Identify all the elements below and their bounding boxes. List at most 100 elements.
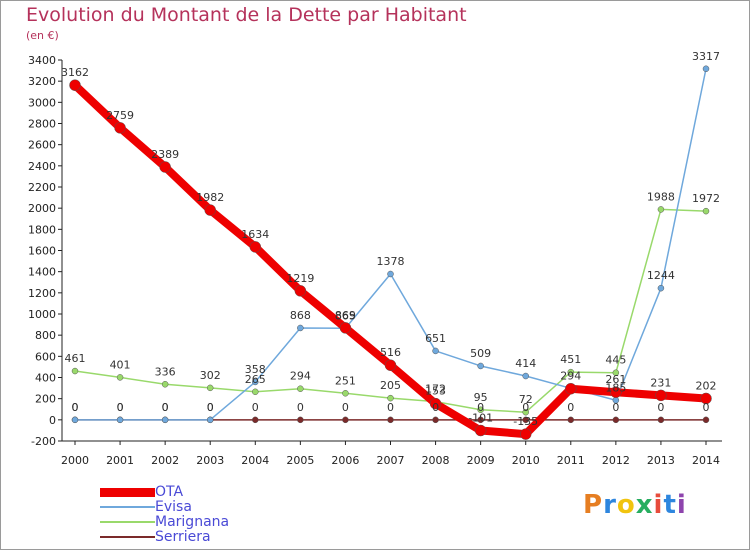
data-point-evisa [477,362,484,370]
y-tick-label: 1200 [28,287,56,300]
y-tick-label: 3400 [28,54,56,67]
data-point-serriera [702,416,710,424]
x-tick-label: 2002 [151,454,179,467]
data-label-marignana: 401 [110,358,131,371]
data-label-ota: -101 [468,412,493,425]
chart-title: Evolution du Montant de la Dette par Hab… [26,4,467,26]
y-tick-label: 600 [35,350,56,363]
data-label-marignana: 1972 [692,192,720,205]
data-label-evisa: 868 [290,309,311,322]
legend-swatch [100,487,155,497]
data-point-evisa [252,378,259,386]
data-label-serriera: 0 [207,401,214,414]
logo-letter: o [616,490,636,520]
x-tick-label: 2012 [602,454,630,467]
data-point-evisa [657,284,665,292]
y-tick-label: 2200 [28,181,56,194]
data-point-ota [429,397,442,410]
x-tick-label: 2009 [467,454,495,467]
x-tick-label: 2004 [241,454,269,467]
data-point-ota [610,386,622,398]
data-point-marignana [71,367,79,375]
data-label-evisa: 0 [207,401,214,414]
legend-swatch [100,536,155,538]
data-label-ota: 153 [425,385,446,398]
data-point-ota [294,285,307,297]
legend-item-serriera: Serriera [100,530,300,545]
y-tick-label: 2000 [28,202,56,215]
y-tick-label: 1600 [28,245,56,258]
data-label-marignana: 265 [245,373,266,386]
data-label-ota: 231 [650,376,671,389]
legend-label: Evisa [155,499,192,515]
unit-label: (en €) [26,29,59,42]
logo-letter: x [635,490,654,520]
data-label-evisa: 0 [72,401,79,414]
data-point-ota [339,322,352,334]
data-point-serriera [477,416,484,424]
data-label-evisa: 185 [605,381,626,394]
data-label-marignana: 294 [290,370,311,383]
data-label-ota: -135 [513,415,538,428]
logo-letter: t [663,490,677,520]
data-point-ota [655,389,667,402]
data-point-evisa [702,65,710,73]
x-tick-label: 2013 [647,454,675,467]
data-label-serriera: 0 [612,401,619,414]
data-label-serriera: 0 [432,401,439,414]
logo-letter: i [653,490,664,520]
data-point-ota [204,204,216,216]
x-tick-label: 2005 [286,454,314,467]
data-point-serriera [612,416,620,424]
data-label-serriera: 0 [72,401,79,414]
data-point-marignana [297,385,304,392]
y-tick-label: 800 [35,329,56,342]
data-label-marignana: 251 [335,374,356,387]
legend-label: Marignana [155,514,230,530]
data-point-marignana [522,408,529,416]
data-label-ota: 1219 [286,272,314,285]
data-point-ota [69,79,81,91]
data-point-evisa [522,372,529,380]
logo-letter: i [676,490,687,520]
data-label-serriera: 0 [657,401,664,414]
data-point-serriera [297,416,304,424]
data-label-ota: 516 [380,346,401,359]
data-label-serriera: 0 [117,401,124,414]
data-label-ota: 869 [335,309,356,322]
data-point-evisa [116,416,124,424]
data-label-marignana: 1988 [647,190,675,203]
x-tick-label: 2000 [61,454,89,467]
data-point-serriera [342,416,349,424]
data-label-serriera: 0 [387,401,394,414]
legend-swatch [100,521,155,523]
x-tick-label: 2010 [512,454,540,467]
data-label-serriera: 0 [703,401,710,414]
data-point-marignana [161,381,169,388]
data-point-marignana [116,374,124,381]
data-point-marignana [612,369,620,376]
data-label-ota: 294 [560,370,581,383]
data-point-marignana [702,207,710,215]
data-label-ota: 2759 [106,109,134,122]
data-label-marignana: 95 [474,391,488,404]
x-tick-label: 2008 [422,454,450,467]
logo-letter: r [603,490,617,520]
data-point-evisa [432,347,439,355]
y-tick-label: 3200 [28,75,56,88]
data-label-marignana: 72 [519,393,533,406]
data-point-ota [114,122,126,134]
x-tick-label: 2014 [692,454,720,467]
data-point-serriera [567,416,575,424]
data-point-marignana [387,394,394,402]
data-point-serriera [522,416,529,424]
legend-label: OTA [155,484,184,500]
data-label-marignana: 302 [200,369,221,382]
legend-swatch [100,506,155,508]
data-label-marignana: 451 [560,353,581,366]
x-tick-label: 2007 [377,454,405,467]
data-label-serriera: 0 [162,401,169,414]
data-point-ota [700,392,712,405]
data-label-serriera: 0 [522,401,529,414]
